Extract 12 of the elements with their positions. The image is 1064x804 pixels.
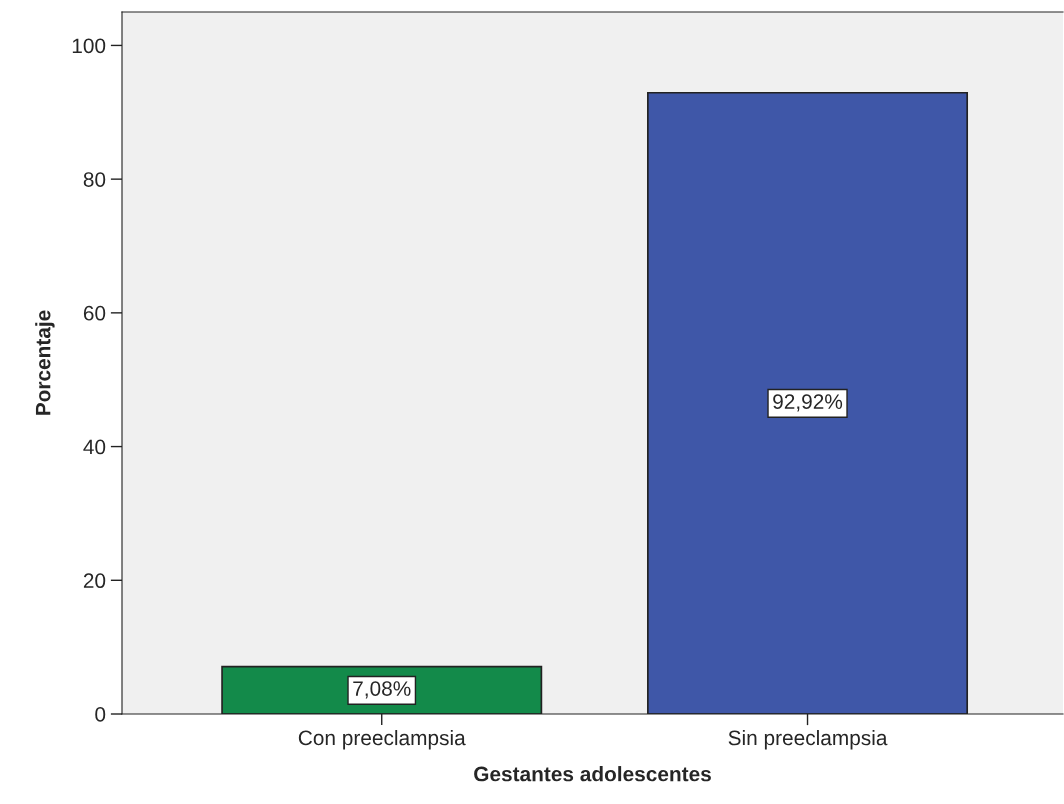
data-label: 7,08% [353, 681, 411, 699]
y-tick-label: 40 [83, 439, 106, 455]
y-axis-title: Porcentaje [35, 310, 55, 415]
y-tick-label: 20 [83, 573, 106, 589]
y-tick-label: 80 [83, 172, 106, 187]
data-label: 92,92% [773, 394, 843, 412]
x-tick-label: Sin preeclampsia [728, 729, 888, 750]
y-tick-label: 100 [72, 38, 106, 54]
x-tick-label: Con preeclampsia [298, 729, 466, 750]
y-tick-label: 0 [95, 707, 106, 722]
x-axis-title: Gestantes adolescentes [474, 766, 711, 782]
y-tick-label: 60 [83, 305, 106, 321]
